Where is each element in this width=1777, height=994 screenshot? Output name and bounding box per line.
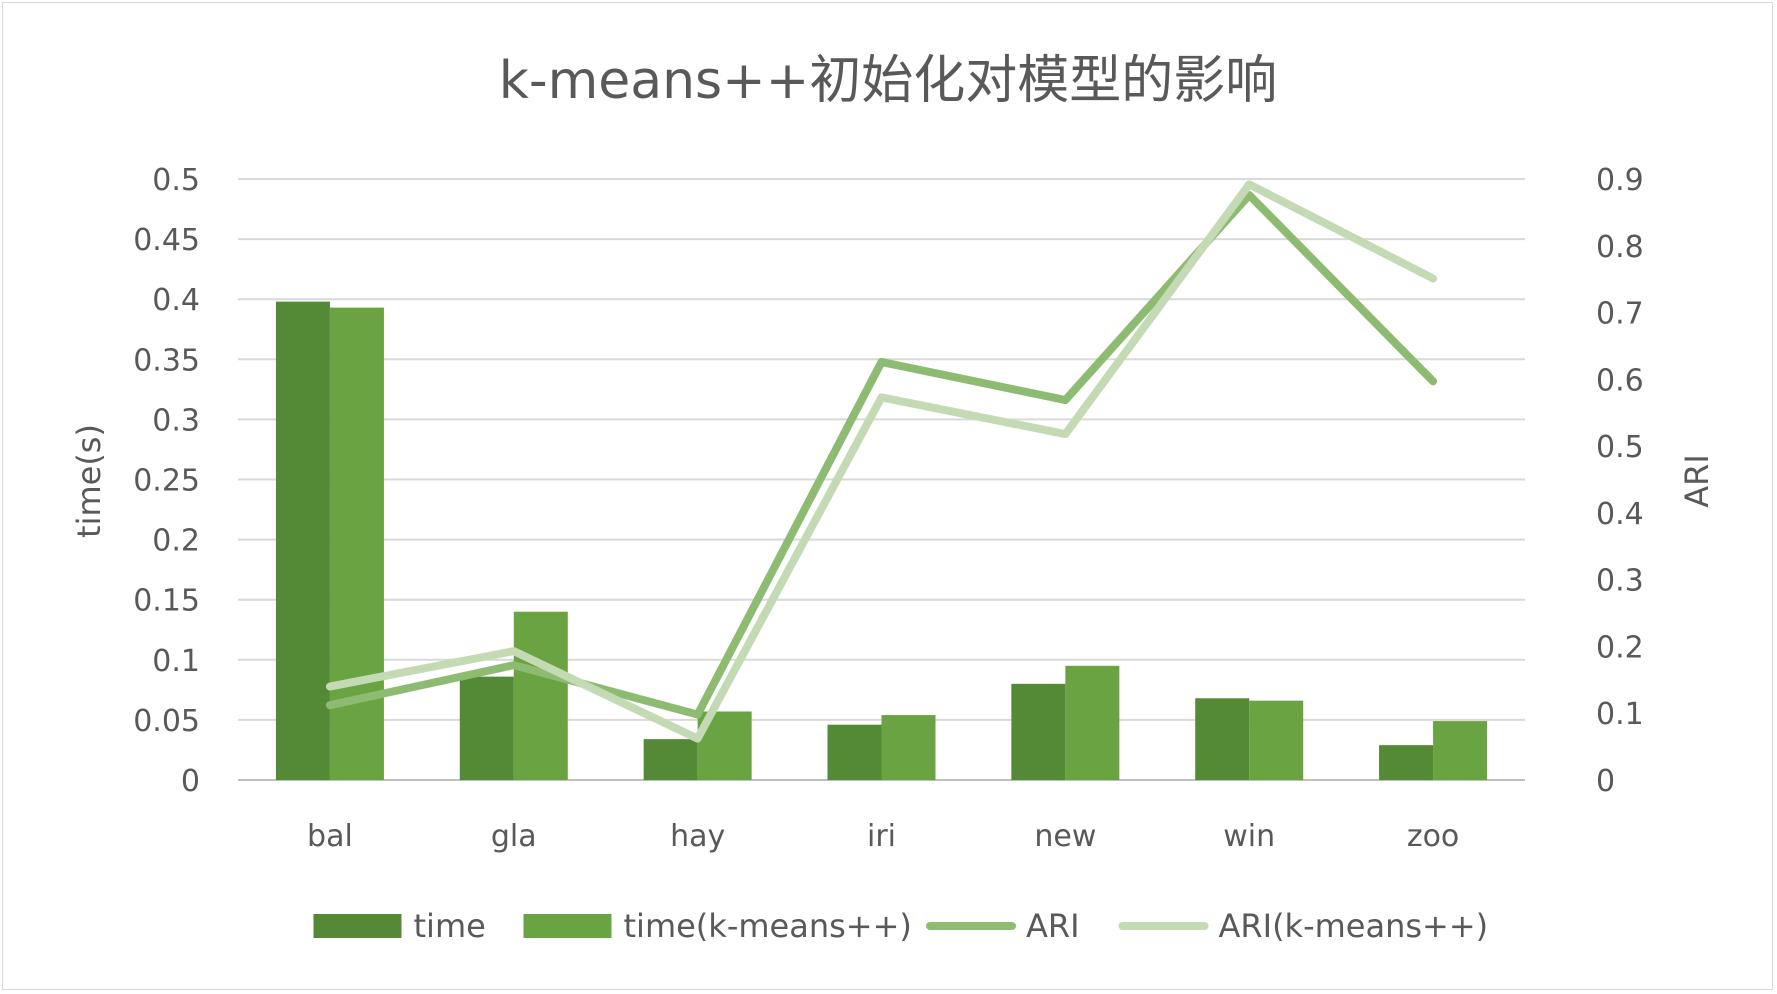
gridlines — [238, 178, 1525, 781]
left-tick-label: 0.1 — [152, 644, 200, 679]
legend-swatch-time — [313, 914, 402, 938]
left-axis-title: time(s) — [70, 424, 108, 538]
category-axis-ticks: bal gla hay iri new win zoo — [307, 819, 1459, 854]
left-tick-label: 0.25 — [133, 464, 200, 499]
category-label: bal — [307, 819, 353, 854]
left-tick-label: 0.2 — [152, 524, 200, 559]
legend: time time(k-means++) ARI ARI(k-means++) — [313, 907, 1489, 945]
bar-time — [1379, 745, 1434, 780]
left-tick-label: 0.35 — [133, 343, 200, 378]
line-ARI(k-means++) — [325, 180, 1438, 743]
line-ARI — [325, 191, 1438, 719]
right-tick-label: 0.9 — [1596, 163, 1644, 198]
legend-label: time(k-means++) — [624, 907, 912, 945]
bar-time — [275, 301, 330, 780]
bar-time(k-means++) — [329, 307, 384, 780]
left-tick-label: 0.05 — [133, 704, 200, 739]
legend-label: ARI — [1026, 907, 1080, 945]
right-tick-label: 0.7 — [1596, 297, 1644, 332]
right-tick-label: 0.4 — [1596, 497, 1644, 532]
right-tick-label: 0.8 — [1596, 230, 1644, 265]
left-tick-label: 0.45 — [133, 223, 200, 258]
category-label: win — [1223, 819, 1275, 854]
line-series — [325, 180, 1438, 743]
left-tick-label: 0.15 — [133, 584, 200, 619]
bar-time — [1195, 698, 1250, 780]
left-tick-label: 0.4 — [152, 283, 200, 318]
bar-time — [643, 739, 698, 780]
left-tick-label: 0.5 — [152, 163, 200, 198]
bar-series — [275, 301, 1488, 780]
category-label: iri — [867, 819, 896, 854]
bar-time — [827, 724, 882, 780]
right-tick-label: 0.2 — [1596, 630, 1644, 665]
legend-label: time — [414, 907, 486, 945]
legend-swatch-time(k-means++) — [523, 914, 612, 938]
category-label: new — [1034, 819, 1096, 854]
category-label: gla — [491, 819, 537, 854]
bar-time(k-means++) — [1249, 700, 1304, 780]
bar-time(k-means++) — [881, 715, 936, 780]
right-tick-label: 0.1 — [1596, 697, 1644, 732]
right-tick-label: 0.6 — [1596, 363, 1644, 398]
chart-title: k-means++初始化对模型的影响 — [499, 51, 1278, 111]
right-tick-label: 0.3 — [1596, 564, 1644, 599]
bar-time — [1011, 683, 1066, 780]
right-axis-ticks: 0 0.1 0.2 0.3 0.4 0.5 0.6 0.7 0.8 0.9 — [1596, 163, 1644, 799]
right-tick-label: 0 — [1596, 764, 1615, 799]
bar-time(k-means++) — [1065, 665, 1120, 780]
left-tick-label: 0.3 — [152, 403, 200, 438]
category-label: zoo — [1407, 819, 1459, 854]
left-axis-ticks: 0 0.05 0.1 0.15 0.2 0.25 0.3 0.35 0.4 0.45 0.5 — [133, 163, 200, 799]
category-label: hay — [670, 819, 725, 854]
bar-time — [459, 676, 514, 780]
right-tick-label: 0.5 — [1596, 430, 1644, 465]
left-tick-label: 0 — [181, 764, 200, 799]
bar-time(k-means++) — [513, 611, 568, 780]
legend-label: ARI(k-means++) — [1219, 907, 1489, 945]
bar-time(k-means++) — [1433, 721, 1488, 780]
right-axis-title: ARI — [1678, 454, 1716, 508]
